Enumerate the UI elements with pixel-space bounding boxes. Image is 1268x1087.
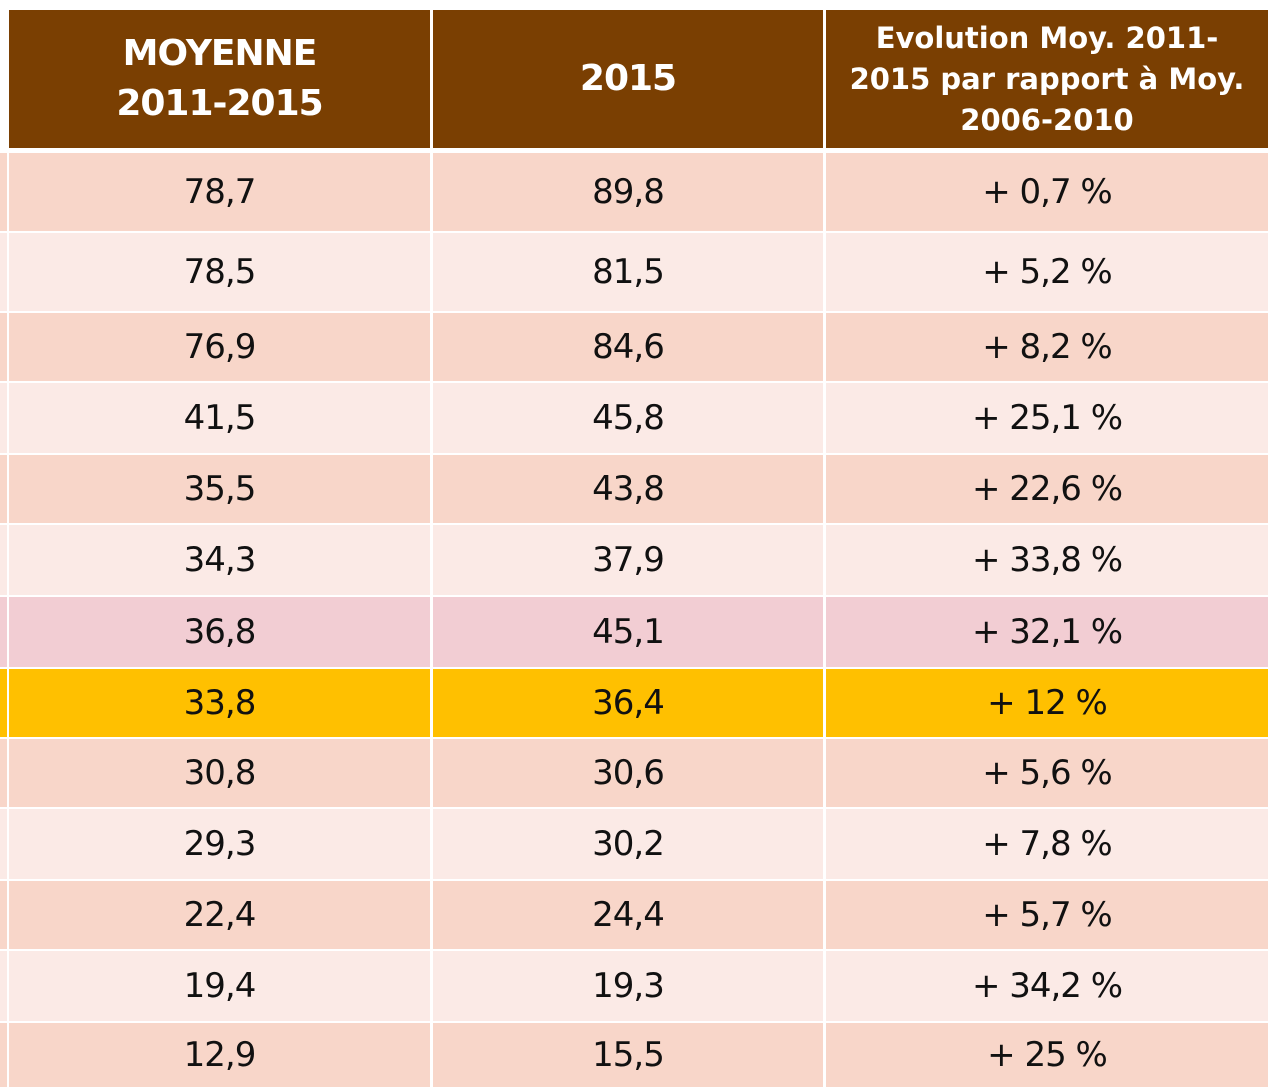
row-edge (0, 525, 7, 595)
table-cell: 22,4 (9, 881, 430, 949)
table-cell: + 22,6 % (826, 455, 1268, 523)
table-cell: 19,4 (9, 951, 430, 1021)
row-edge (0, 951, 7, 1021)
table-cell: + 12 % (826, 669, 1268, 737)
table-cell: 84,6 (433, 313, 823, 381)
row-edge (0, 1023, 7, 1087)
header-text: 2011-2015 (116, 83, 323, 124)
row-edge (0, 455, 7, 523)
table-cell: 29,3 (9, 809, 430, 879)
header-text: 2006-2010 (960, 102, 1134, 137)
table-cell: 81,5 (433, 233, 823, 311)
table-cell: 76,9 (9, 313, 430, 381)
header-cell: MOYENNE 2011-2015 (9, 10, 430, 148)
table-cell: + 5,6 % (826, 739, 1268, 807)
table-cell: + 32,1 % (826, 597, 1268, 667)
table-cell: 35,5 (9, 455, 430, 523)
header-text: MOYENNE (122, 33, 318, 74)
header-cell: 2015 (433, 10, 823, 148)
table-cell: + 34,2 % (826, 951, 1268, 1021)
table-cell: 36,4 (433, 669, 823, 737)
table-cell: + 7,8 % (826, 809, 1268, 879)
header-cell: Evolution Moy. 2011- 2015 par rapport à M… (826, 10, 1268, 148)
table-cell: + 33,8 % (826, 525, 1268, 595)
table-cell: + 5,7 % (826, 881, 1268, 949)
row-edge (0, 233, 7, 311)
row-edge (0, 881, 7, 949)
table-cell: 30,8 (9, 739, 430, 807)
table-cell: 30,2 (433, 809, 823, 879)
table-cell: 45,1 (433, 597, 823, 667)
row-edge (0, 383, 7, 453)
row-edge (0, 669, 7, 737)
table-cell: 78,5 (9, 233, 430, 311)
table-cell: + 8,2 % (826, 313, 1268, 381)
table-cell: 34,3 (9, 525, 430, 595)
row-edge (0, 739, 7, 807)
table-cell: 41,5 (9, 383, 430, 453)
table-cell: 33,8 (9, 669, 430, 737)
table-cell: 43,8 (433, 455, 823, 523)
header-text: 2015 (579, 58, 677, 99)
table-cell: + 0,7 % (826, 153, 1268, 231)
header-text: 2015 par rapport à Moy. (849, 61, 1245, 96)
table-cell: 30,6 (433, 739, 823, 807)
row-edge (0, 313, 7, 381)
table-cell: 37,9 (433, 525, 823, 595)
table-cell: 89,8 (433, 153, 823, 231)
table-cell: 15,5 (433, 1023, 823, 1087)
table-cell: + 5,2 % (826, 233, 1268, 311)
table-cell: 19,3 (433, 951, 823, 1021)
row-edge (0, 809, 7, 879)
header-text: Evolution Moy. 2011- (875, 20, 1219, 55)
row-edge (0, 597, 7, 667)
table-cell: + 25 % (826, 1023, 1268, 1087)
table-cell: 36,8 (9, 597, 430, 667)
table-cell: + 25,1 % (826, 383, 1268, 453)
table-cell: 12,9 (9, 1023, 430, 1087)
table-cell: 24,4 (433, 881, 823, 949)
table-cell: 45,8 (433, 383, 823, 453)
row-edge (0, 153, 7, 231)
table-cell: 78,7 (9, 153, 430, 231)
